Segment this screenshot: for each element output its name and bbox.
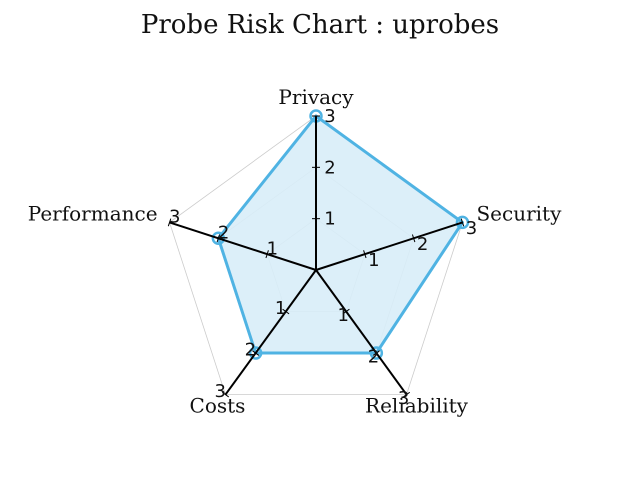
chart-title: Probe Risk Chart : uprobes [140,10,500,40]
tick-label: 2 [245,340,256,361]
tick-label: 3 [324,106,335,127]
data-point-costs [248,346,263,360]
axis-label-security: Security [476,201,562,225]
axis-line-performance [169,221,317,271]
tick-label: 1 [368,250,379,271]
axis-line-costs [224,269,317,396]
series-area [216,114,464,355]
tick-label: 2 [218,223,229,244]
axis-label-performance: Performance [28,201,158,225]
axis-tick [411,234,416,243]
axis-tick [282,308,290,315]
data-point-performance [211,231,226,246]
tick-label: 2 [324,157,335,178]
tick-label: 1 [338,305,349,326]
tick-label: 3 [398,388,409,409]
tick-label: 2 [417,234,428,255]
data-point-security [455,215,470,230]
tick-label: 1 [324,209,335,230]
tick-label: 1 [267,238,278,259]
axis-tick [252,350,260,356]
tick-label: 3 [169,207,180,228]
axis-line-reliability [315,269,408,396]
axis-label-privacy: Privacy [278,85,354,109]
axis-tick [372,350,380,356]
tick-label: 2 [368,347,379,368]
label-layer: 123123123123123PrivacySecurityReliabilit… [28,85,562,418]
tick-label: 1 [275,298,286,319]
axis-label-reliability: Reliability [365,394,469,418]
data-point-reliability [369,346,384,360]
axis-tick [402,391,411,398]
axis-tick [460,218,465,227]
axis-tick [363,250,367,259]
series-layer [211,109,470,360]
tick-label: 3 [214,381,225,402]
axis-line-security [315,221,463,271]
axis-tick [216,234,221,243]
axis-layer [167,115,465,398]
axis-tick [265,250,269,259]
axis-tick [167,218,172,227]
tick-label: 3 [466,218,477,239]
axis-label-costs: Costs [190,394,246,418]
axis-tick [221,391,230,398]
axis-tick [342,308,350,315]
